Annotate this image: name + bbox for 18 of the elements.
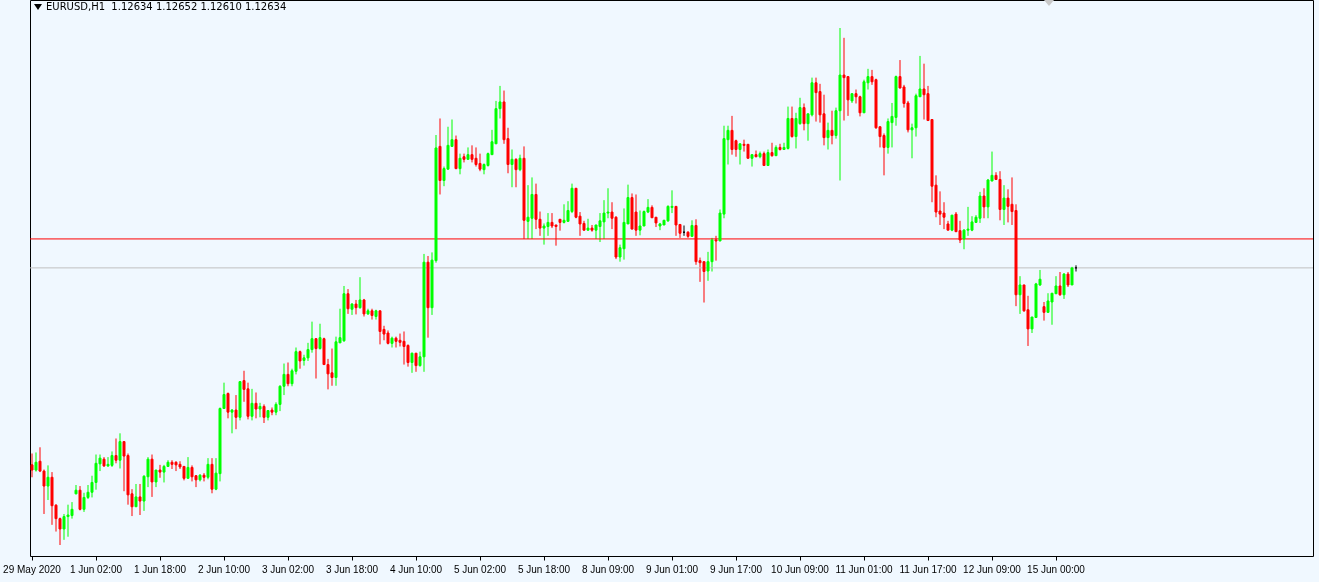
x-tick-label: 12 Jun 09:00 [963, 563, 1022, 575]
x-tick-label: 10 Jun 09:00 [771, 563, 830, 575]
x-tick-label: 3 Jun 18:00 [325, 563, 379, 575]
x-tick-label: 29 May 2020 [3, 563, 62, 575]
x-tick-label: 11 Jun 01:00 [835, 563, 893, 575]
x-tick-label: 8 Jun 09:00 [581, 563, 635, 575]
x-tick-label: 4 Jun 10:00 [389, 563, 443, 575]
x-tick-label: 9 Jun 17:00 [709, 563, 763, 575]
x-tick-label: 3 Jun 02:00 [261, 563, 315, 575]
chart-title: EURUSD,H1 1.12634 1.12652 1.12610 1.12634 [46, 1, 287, 12]
x-tick-label: 9 Jun 01:00 [645, 563, 699, 575]
x-tick-label: 11 Jun 17:00 [899, 563, 957, 575]
x-tick-label: 1 Jun 02:00 [69, 563, 123, 575]
x-tick-label: 15 Jun 00:00 [1027, 563, 1086, 575]
x-tick-label: 1 Jun 18:00 [133, 563, 187, 575]
x-tick-label: 2 Jun 10:00 [197, 563, 251, 575]
x-tick-label: 5 Jun 02:00 [453, 563, 507, 575]
x-tick-label: 5 Jun 18:00 [517, 563, 571, 575]
